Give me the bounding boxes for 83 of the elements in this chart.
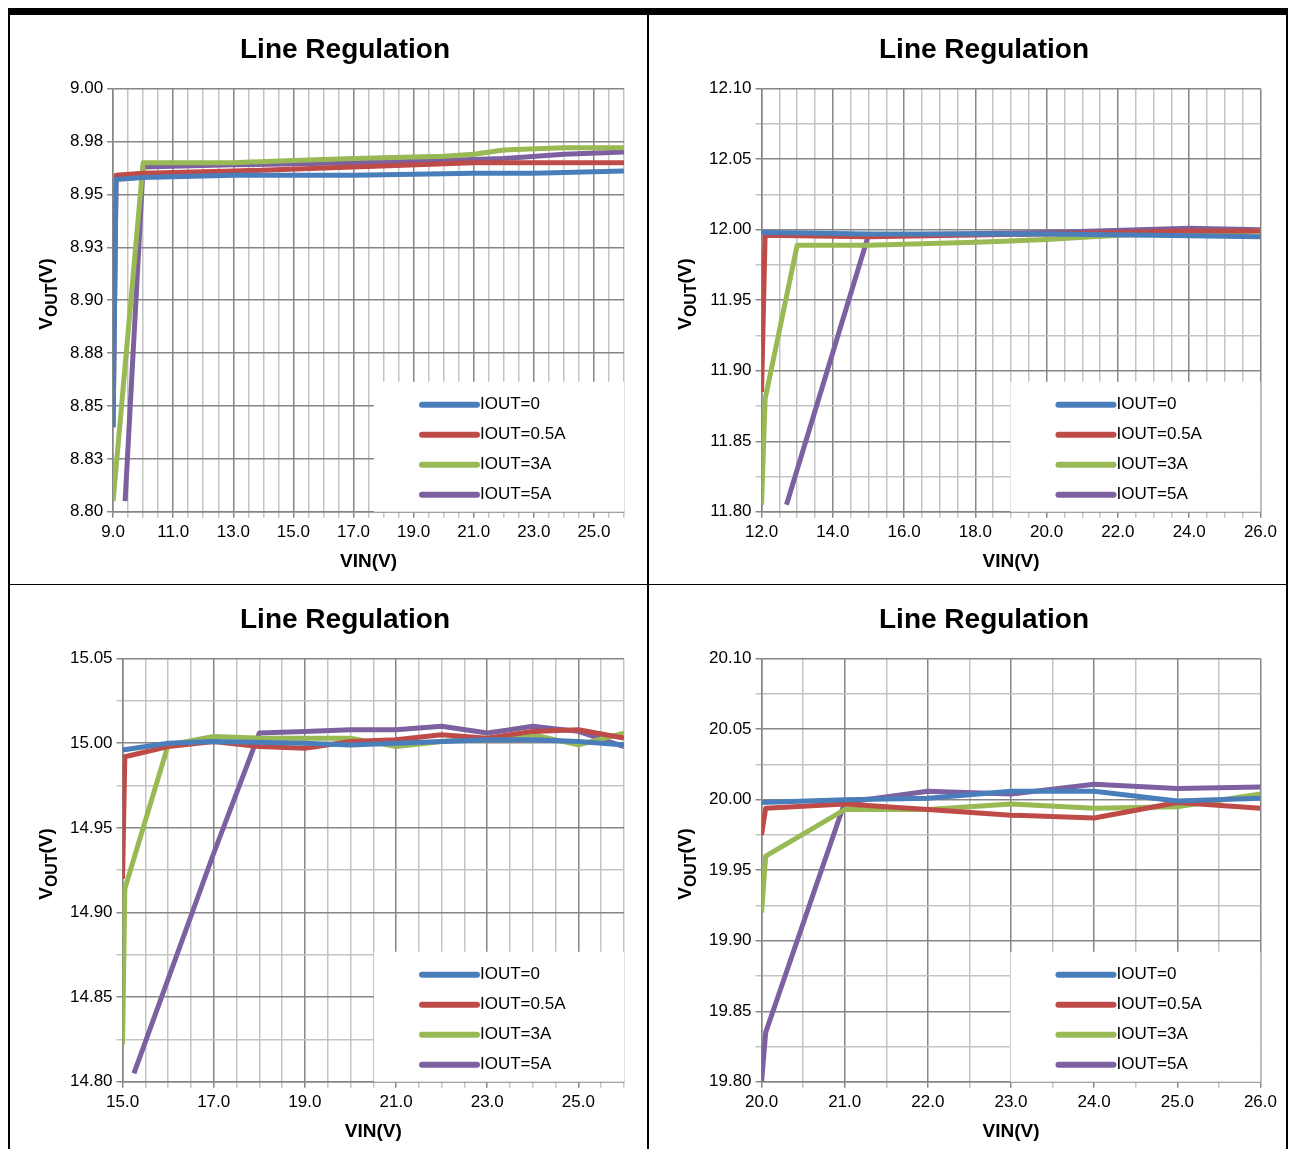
y-tick-label: 19.80 (708, 1071, 752, 1091)
x-tick-label: 24.0 (1172, 521, 1206, 541)
x-tick-label: 23.0 (517, 521, 551, 541)
x-tick-label: 22.0 (1101, 521, 1135, 541)
x-tick-label: 14.0 (816, 521, 850, 541)
y-tick-label: 9.00 (69, 78, 104, 98)
x-tick-label: 19.0 (288, 1091, 322, 1111)
legend-label: IOUT=0 (480, 964, 540, 984)
y-tick-label: 20.00 (708, 789, 752, 809)
x-axis-title: VIN(V) (340, 549, 398, 571)
legend-label: IOUT=0.5A (480, 994, 567, 1014)
legend-label: IOUT=3A (480, 1024, 552, 1044)
y-tick-label: 8.80 (69, 501, 104, 521)
x-tick-label: 20.0 (1030, 521, 1064, 541)
legend-label: IOUT=5A (1116, 484, 1189, 504)
y-tick-label: 12.10 (708, 78, 752, 98)
x-tick-label: 16.0 (887, 521, 921, 541)
y-tick-label: 20.10 (708, 648, 752, 668)
y-tick-label: 12.00 (708, 219, 752, 239)
y-tick-label: 20.05 (708, 718, 752, 738)
y-tick-label: 11.95 (710, 289, 752, 309)
x-tick-label: 22.0 (911, 1091, 945, 1111)
y-tick-label: 11.80 (710, 501, 752, 521)
x-tick-label: 15.0 (105, 1091, 140, 1111)
x-axis-title: VIN(V) (982, 549, 1040, 571)
legend-label: IOUT=5A (480, 484, 552, 504)
x-tick-label: 21.0 (379, 1091, 413, 1111)
x-tick-label: 21.0 (457, 521, 491, 541)
legend-label: IOUT=0.5A (1116, 424, 1203, 444)
x-tick-label: 17.0 (336, 521, 371, 541)
y-tick-label: 19.90 (708, 930, 752, 950)
legend-label: IOUT=3A (1116, 454, 1189, 474)
y-tick-label: 12.05 (708, 148, 752, 168)
x-axis-title: VIN(V) (344, 1119, 402, 1141)
x-tick-label: 24.0 (1077, 1091, 1111, 1111)
x-tick-label: 17.0 (197, 1091, 231, 1111)
y-tick-label: 8.88 (69, 342, 104, 362)
legend-label: IOUT=5A (480, 1054, 552, 1074)
x-tick-label: 13.0 (216, 521, 250, 541)
y-tick-label: 19.85 (708, 1000, 752, 1020)
x-tick-label: 15.0 (276, 521, 310, 541)
x-tick-label: 26.0 (1243, 1091, 1277, 1111)
y-tick-label: 14.85 (69, 986, 113, 1006)
legend-label: IOUT=3A (1116, 1024, 1189, 1044)
y-tick-label: 15.05 (69, 648, 113, 668)
chart-title: Line Regulation (879, 32, 1089, 64)
y-tick-label: 8.93 (69, 236, 104, 256)
y-tick-label: 8.98 (69, 131, 104, 151)
x-tick-label: 25.0 (577, 521, 611, 541)
legend-label: IOUT=5A (1116, 1054, 1189, 1074)
y-tick-label: 8.83 (69, 448, 104, 468)
x-tick-label: 11.0 (157, 521, 190, 541)
x-tick-label: 25.0 (1160, 1091, 1194, 1111)
y-tick-label: 8.90 (69, 289, 104, 309)
legend-label: IOUT=0 (1116, 394, 1177, 414)
y-tick-label: 14.90 (69, 902, 113, 922)
chart-title: Line Regulation (879, 602, 1089, 634)
legend-label: IOUT=3A (480, 454, 552, 474)
x-tick-label: 23.0 (470, 1091, 504, 1111)
y-tick-label: 14.95 (69, 817, 113, 837)
x-tick-label: 21.0 (828, 1091, 862, 1111)
x-tick-label: 26.0 (1243, 521, 1277, 541)
y-tick-label: 8.95 (69, 184, 104, 204)
y-tick-label: 11.85 (710, 430, 752, 450)
chart-title: Line Regulation (240, 602, 450, 634)
x-tick-label: 25.0 (561, 1091, 595, 1111)
y-tick-label: 14.80 (69, 1071, 113, 1091)
y-tick-label: 11.90 (710, 360, 752, 380)
x-tick-label: 18.0 (958, 521, 992, 541)
legend-label: IOUT=0.5A (1116, 994, 1203, 1014)
x-tick-label: 19.0 (397, 521, 431, 541)
x-tick-label: 20.0 (744, 1091, 779, 1111)
x-tick-label: 12.0 (744, 521, 779, 541)
x-tick-label: 23.0 (994, 1091, 1028, 1111)
x-tick-label: 9.0 (101, 521, 125, 541)
legend-label: IOUT=0 (1116, 964, 1177, 984)
y-tick-label: 19.95 (708, 859, 752, 879)
y-tick-label: 8.85 (69, 395, 104, 415)
y-tick-label: 15.00 (69, 732, 113, 752)
chart-title: Line Regulation (240, 32, 450, 64)
legend-label: IOUT=0 (480, 394, 540, 414)
legend-label: IOUT=0.5A (480, 424, 567, 444)
x-axis-title: VIN(V) (982, 1119, 1040, 1141)
